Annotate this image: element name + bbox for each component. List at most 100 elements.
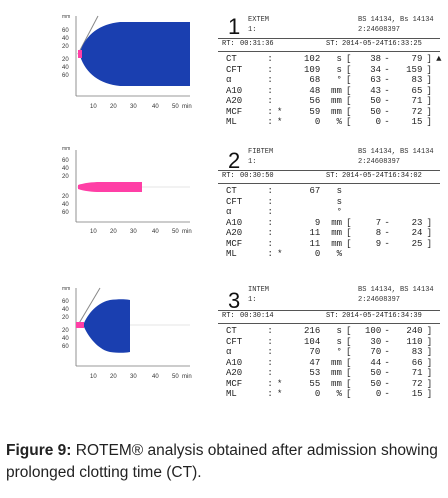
channel-label: 1: [248, 26, 257, 34]
divider [218, 51, 440, 52]
param-unit: ° [336, 207, 342, 217]
st-value: 2014-05-24T16:34:39 [342, 312, 422, 320]
param-flag-star [277, 218, 295, 229]
range-low: 50 [370, 106, 382, 117]
out-of-range-flag [436, 326, 446, 337]
range-open: [ [346, 75, 352, 85]
figure-caption: Figure 9: ROTEM® analysis obtained after… [6, 440, 442, 484]
param-colon: : [267, 249, 273, 259]
param-flag-star: * [277, 249, 283, 259]
range-dash: - [384, 217, 390, 228]
range-close: ] [426, 96, 432, 106]
param-value: 67 [309, 186, 321, 196]
panel-number: 2 [228, 148, 241, 173]
range-high: 66 [411, 357, 423, 368]
test-name: EXTEM [248, 16, 270, 24]
param-flag-star: * [276, 117, 283, 127]
param-name: A20 [226, 228, 243, 238]
param-unit: mm [331, 378, 342, 389]
param-unit: % [336, 249, 342, 259]
x-unit-label: min [182, 374, 192, 380]
param-colon: : [267, 75, 273, 85]
param-name: α [226, 207, 232, 217]
x-tick: 40 [152, 229, 159, 235]
range-close: ] [426, 389, 433, 399]
param-value: 56 [309, 96, 321, 106]
param-value: 11 [309, 238, 321, 249]
sample-id: BS 14134, BS 14134 [358, 148, 434, 156]
y-tick: 20 [62, 315, 69, 321]
range-low [356, 207, 381, 218]
param-value: 59 [309, 106, 321, 117]
range-open: [ [346, 238, 352, 249]
param-colon: : [267, 326, 273, 336]
st-value: 2014-05-24T16:34:02 [342, 172, 422, 180]
range-close: ] [426, 347, 433, 357]
param-flag-star [277, 197, 295, 208]
out-of-range-flag [436, 96, 446, 107]
parameter-row: MCF: * 55 mm [50- 72] [226, 379, 446, 390]
range-open [342, 197, 356, 208]
range-open: [ [346, 357, 352, 368]
param-name: α [226, 347, 232, 357]
range-low: 70 [370, 347, 382, 357]
param-value: 53 [309, 368, 321, 378]
param-value [295, 207, 321, 218]
range-dash [381, 207, 393, 218]
rotem-panel-extem: mm 60 40 20 20 40 60 10 20 30 40 50 min … [0, 8, 448, 138]
param-name: A20 [226, 96, 243, 106]
parameter-row: CFT: 109 s [34- 159] [226, 65, 446, 76]
param-colon: : [267, 228, 273, 238]
param-flag-star [277, 358, 295, 369]
param-flag-star [277, 239, 295, 250]
clot-curve [78, 22, 190, 86]
param-colon: : [267, 186, 273, 196]
range-low: 9 [375, 238, 382, 249]
x-tick: 40 [152, 374, 159, 380]
sample-id: BS 14134, Bs 14134 [358, 16, 434, 24]
range-low: 100 [365, 326, 382, 336]
range-low: 8 [375, 228, 382, 238]
range-low: 50 [370, 96, 382, 106]
range-high: 83 [411, 75, 423, 85]
param-value: 102 [304, 54, 321, 64]
range-dash: - [384, 389, 390, 399]
range-dash: - [384, 85, 390, 96]
param-colon: : [267, 207, 273, 217]
param-unit: s [336, 336, 342, 347]
param-flag-star: * [276, 378, 283, 389]
param-flag-star [277, 326, 295, 337]
parameter-row: CT: 67 s [226, 186, 446, 197]
parameter-row: A10: 48 mm [43- 65] [226, 86, 446, 97]
param-value: 0 [314, 117, 321, 127]
range-low: 44 [370, 357, 382, 368]
param-unit: mm [331, 217, 342, 228]
parameter-table: CT:216 s[100-240] CFT:104 s[30-110] α:70 °[70… [226, 326, 446, 400]
thromboelastogram-intem: mm 60 40 20 20 40 60 10 20 30 40 50 min [62, 286, 192, 380]
divider [218, 170, 440, 171]
parameter-row: CT: 102 s [38- 79] ▲ [226, 54, 446, 65]
out-of-range-flag [436, 249, 446, 260]
param-colon: : [267, 64, 273, 75]
parameter-row: A20: 53 mm [50- 71] [226, 368, 446, 379]
st-value: 2014-05-24T16:33:25 [342, 40, 422, 48]
range-close: ] [426, 106, 432, 117]
range-high: 240 [406, 326, 423, 336]
range-dash [381, 197, 393, 208]
out-of-range-flag [436, 75, 446, 86]
y-tick: 40 [62, 36, 69, 42]
param-name: CFT [226, 64, 243, 75]
sample-code: 2:24608397 [358, 26, 401, 34]
run-time-row: RT: 00:30:14 ST: 2014-05-24T16:34:39 [218, 312, 440, 322]
param-value: 55 [309, 378, 321, 389]
param-flag-star [277, 337, 295, 348]
range-close: ] [426, 85, 432, 96]
param-unit: mm [331, 96, 342, 106]
range-close [422, 197, 436, 208]
rt-value: 00:30:14 [240, 312, 274, 320]
param-unit: mm [331, 238, 342, 249]
param-colon: : [267, 85, 273, 96]
clot-curve [78, 182, 142, 192]
param-colon: : [267, 54, 273, 64]
range-high: 71 [411, 368, 423, 378]
